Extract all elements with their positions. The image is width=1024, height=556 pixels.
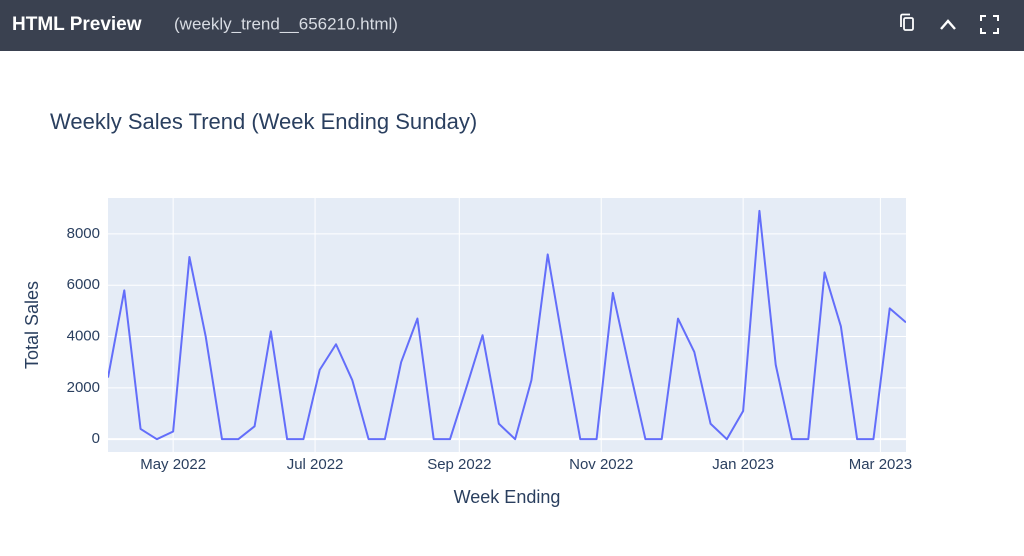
y-tick-label: 4000 — [67, 328, 100, 345]
x-axis-title: Week Ending — [454, 487, 561, 507]
plot-area — [108, 198, 906, 452]
x-tick-label: Jul 2022 — [287, 456, 344, 473]
y-axis-title: Total Sales — [22, 281, 42, 369]
header-title: HTML Preview — [12, 14, 142, 35]
x-tick-label: Sep 2022 — [427, 456, 491, 473]
collapse-button[interactable] — [940, 19, 956, 30]
y-tick-label: 0 — [92, 430, 100, 447]
header-bar — [0, 0, 1024, 51]
data-line — [108, 209, 906, 441]
x-tick-label: May 2022 — [140, 456, 206, 473]
copy-button[interactable] — [900, 13, 914, 31]
chart-title: Weekly Sales Trend (Week Ending Sunday) — [50, 109, 477, 134]
x-tick-label: Mar 2023 — [849, 456, 912, 473]
header-file: (weekly_trend__656210.html) — [174, 14, 398, 33]
x-tick-label: Nov 2022 — [569, 456, 633, 473]
y-tick-label: 6000 — [67, 276, 100, 293]
y-tick-label: 2000 — [67, 379, 100, 396]
y-tick-label: 8000 — [67, 225, 100, 242]
x-tick-label: Jan 2023 — [712, 456, 774, 473]
fullscreen-button[interactable] — [980, 15, 999, 34]
